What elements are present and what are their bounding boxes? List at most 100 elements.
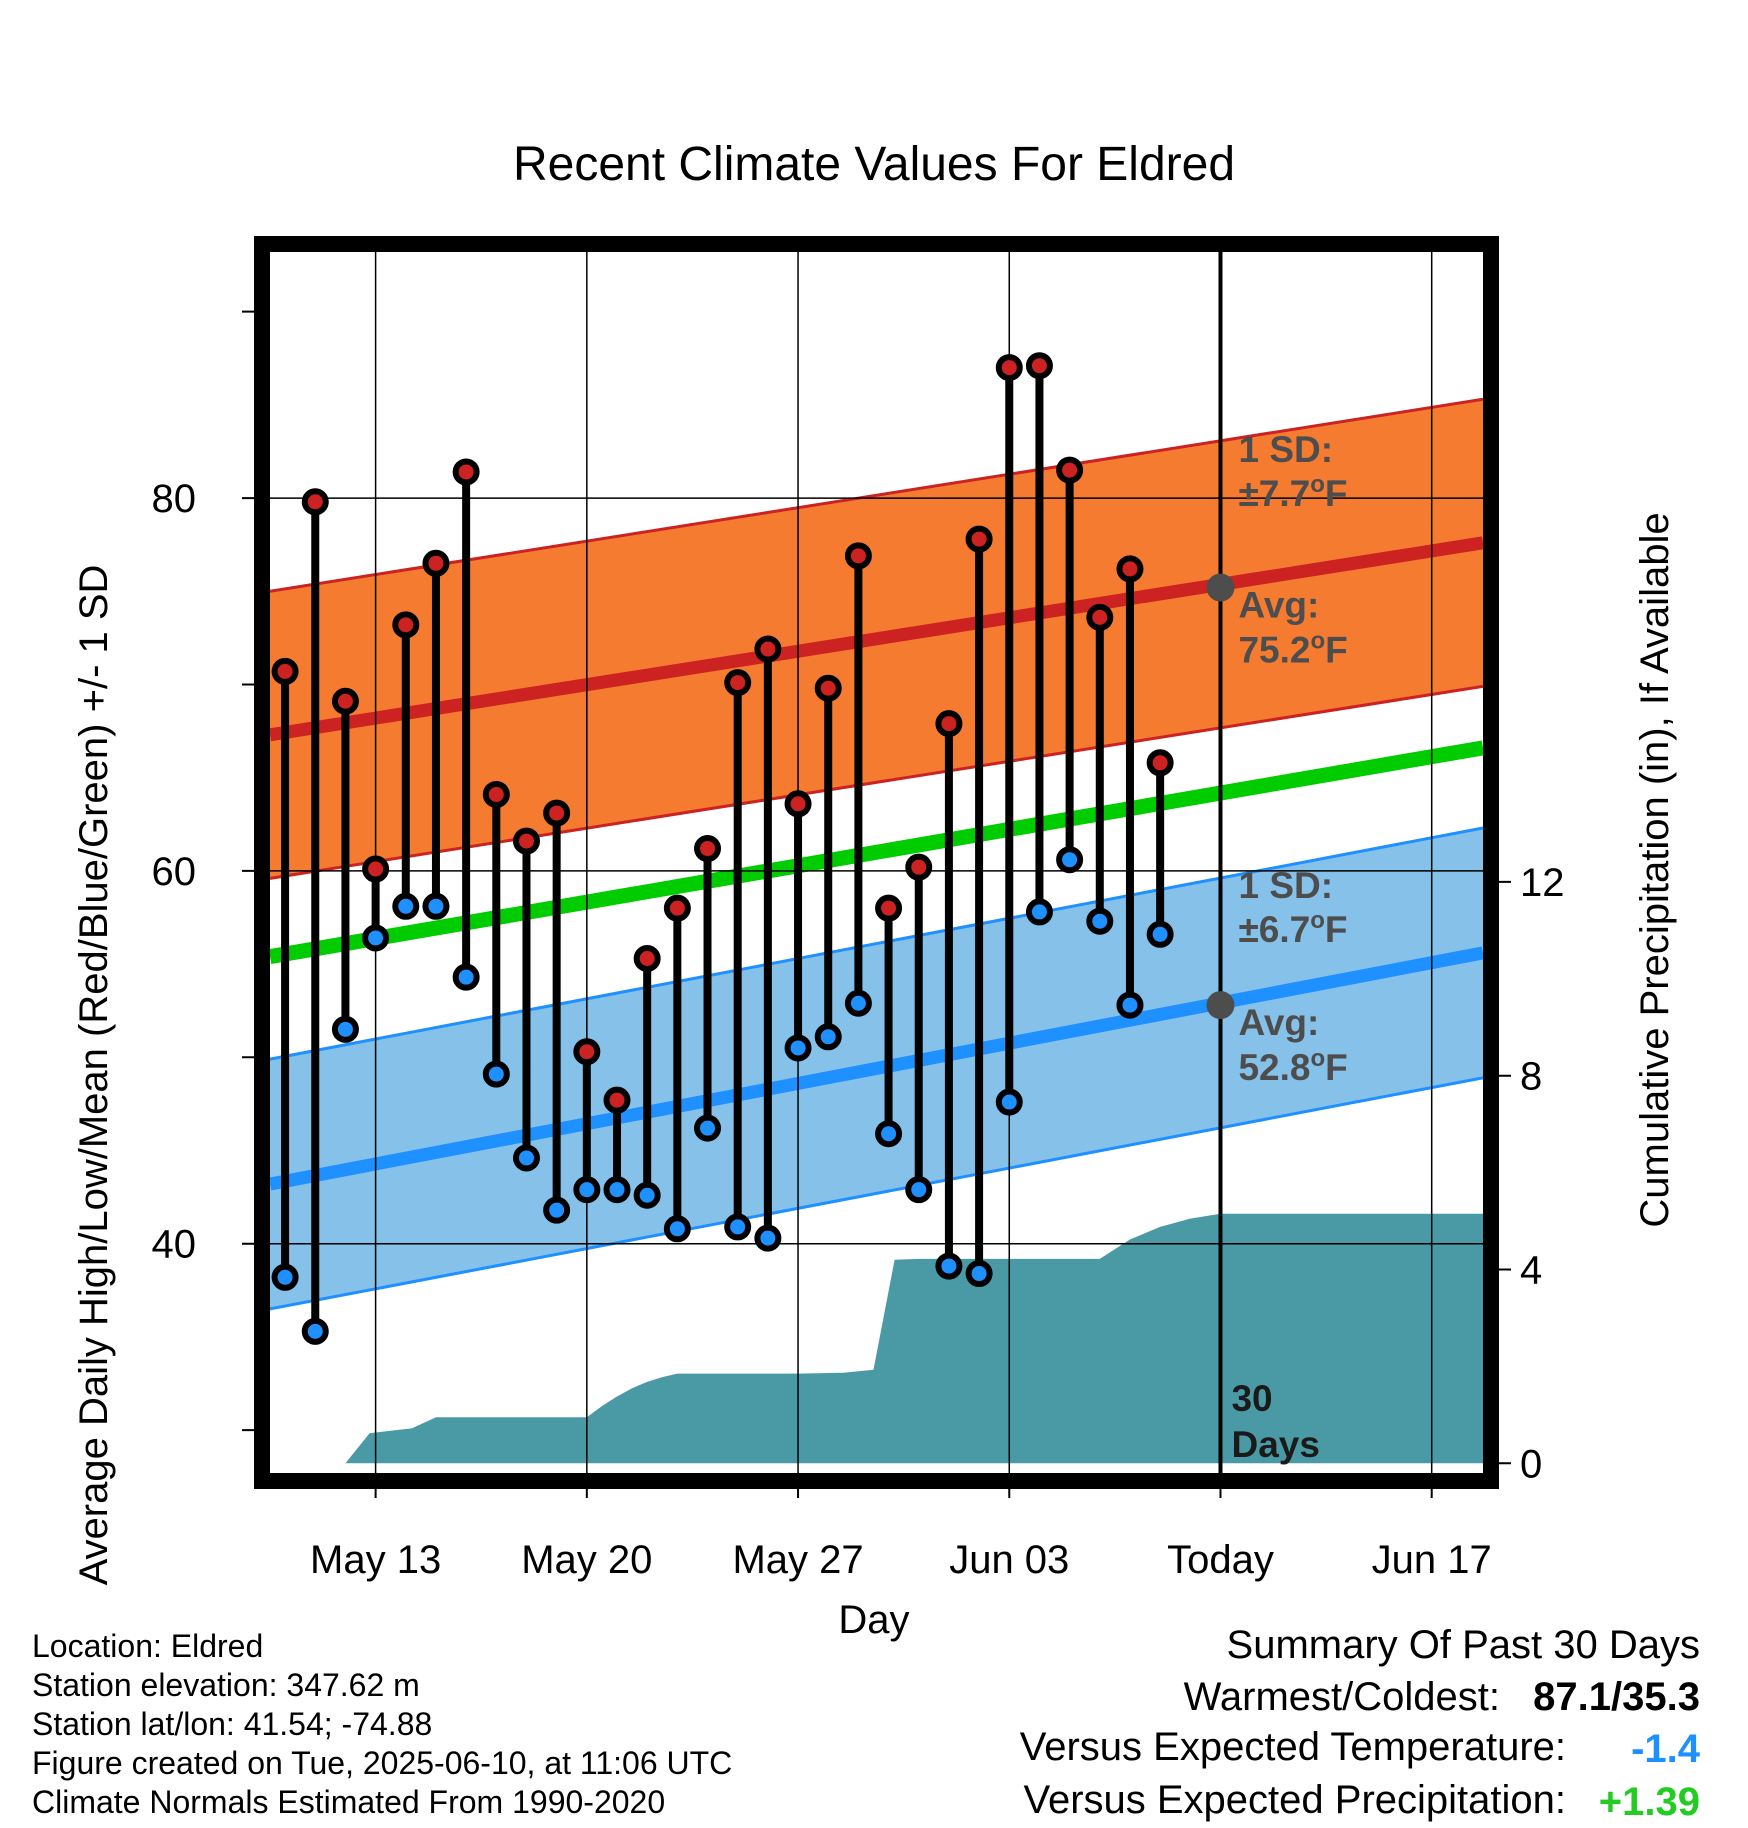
- daily-low-point: [905, 1176, 933, 1204]
- high-sd-value-part: F: [1325, 473, 1348, 514]
- plot-frame: [254, 236, 1499, 1489]
- daily-high-point: [331, 687, 359, 715]
- y-left-tick-label: 60: [152, 850, 197, 894]
- daily-low-point: [633, 1181, 661, 1209]
- low-sd-value-part: o: [1310, 907, 1325, 934]
- y-right-tick-label: 8: [1520, 1055, 1542, 1099]
- summary-warmest-label: Warmest/Coldest:: [1184, 1675, 1500, 1719]
- daily-high-point: [512, 827, 540, 855]
- daily-high-point: [1146, 749, 1174, 777]
- y-right-tick-label: 0: [1520, 1442, 1542, 1486]
- daily-low-point: [1025, 898, 1053, 926]
- low-sd-value-part: ±6.7: [1238, 909, 1310, 950]
- high-sd-value-part: ±7.7: [1238, 473, 1310, 514]
- daily-high-point: [422, 549, 450, 577]
- daily-low-point: [875, 1120, 903, 1148]
- daily-low-point: [392, 892, 420, 920]
- daily-low-point: [362, 924, 390, 952]
- daily-low-point: [301, 1317, 329, 1345]
- low-avg-label: Avg:: [1238, 1002, 1319, 1043]
- summary-temp-value: -1.4: [1631, 1727, 1701, 1771]
- daily-low-point: [694, 1114, 722, 1142]
- daily-low-point: [754, 1224, 782, 1252]
- daily-high-point: [1086, 603, 1114, 631]
- high-band-lower-edge: [270, 684, 1483, 880]
- high-avg-value-part: o: [1311, 628, 1326, 655]
- daily-high-point: [995, 354, 1023, 382]
- precip-area: [345, 1213, 1483, 1464]
- daily-high-point: [271, 657, 299, 685]
- x-tick-label: May 20: [521, 1538, 652, 1582]
- daily-high-point: [362, 855, 390, 883]
- daily-high-point: [603, 1086, 631, 1114]
- summary-precip-value: +1.39: [1599, 1780, 1700, 1824]
- normal-low-line: [270, 946, 1483, 1191]
- x-tick-label: Jun 03: [949, 1538, 1069, 1582]
- high-sd-value: ±7.7oF: [1238, 471, 1347, 514]
- chart-title: Recent Climate Values For Eldred: [513, 138, 1235, 191]
- daily-low-point: [603, 1176, 631, 1204]
- low-sd-value: ±6.7oF: [1238, 907, 1347, 950]
- footer-created: Figure created on Tue, 2025-06-10, at 11…: [32, 1745, 732, 1781]
- daily-high-point: [724, 669, 752, 697]
- x-tick-label: May 13: [310, 1538, 441, 1582]
- daily-high-point: [301, 488, 329, 516]
- high-band-upper-edge: [270, 397, 1483, 593]
- y-right-tick-label: 4: [1520, 1249, 1542, 1293]
- y-left-tick-label: 80: [152, 477, 197, 521]
- daily-low-point: [512, 1144, 540, 1172]
- footer-info: Location: Eldred Station elevation: 347.…: [32, 1628, 732, 1820]
- low-band-upper-edge: [270, 826, 1483, 1061]
- daily-high-point: [965, 525, 993, 553]
- summary-title: Summary Of Past 30 Days: [1227, 1623, 1700, 1667]
- low-avg-value-part: o: [1311, 1045, 1326, 1072]
- daily-high-point: [875, 894, 903, 922]
- today-low-avg-marker: [1206, 991, 1235, 1020]
- daily-high-point: [543, 799, 571, 827]
- footer-elevation: Station elevation: 347.62 m: [32, 1667, 420, 1703]
- daily-low-point: [995, 1088, 1023, 1116]
- daily-high-point: [814, 674, 842, 702]
- daily-high-point: [905, 853, 933, 881]
- daily-high-point: [1056, 456, 1084, 484]
- x-axis-label: Day: [838, 1598, 909, 1642]
- footer-normals: Climate Normals Estimated From 1990-2020: [32, 1784, 665, 1820]
- daily-high-point: [573, 1038, 601, 1066]
- daily-low-point: [935, 1252, 963, 1280]
- daily-high-point: [663, 894, 691, 922]
- high-avg-value-part: F: [1325, 630, 1348, 671]
- today-high-avg-marker: [1206, 573, 1235, 602]
- x-tick-label: May 27: [732, 1538, 863, 1582]
- daily-low-point: [844, 989, 872, 1017]
- low-avg-value-part: 52.8: [1238, 1047, 1310, 1088]
- daily-low-point: [663, 1215, 691, 1243]
- days-word-label: Days: [1231, 1424, 1319, 1465]
- summary-panel: Summary Of Past 30 Days Warmest/Coldest:…: [1020, 1623, 1701, 1824]
- daily-low-point: [814, 1023, 842, 1051]
- low-sd-label: 1 SD:: [1238, 865, 1333, 906]
- high-avg-value: 75.2oF: [1238, 628, 1347, 671]
- high-sd-value-part: o: [1310, 471, 1325, 498]
- daily-low-point: [422, 892, 450, 920]
- daily-low-point: [543, 1196, 571, 1224]
- normal-high-line: [270, 536, 1483, 742]
- daily-high-point: [1025, 352, 1053, 380]
- daily-low-point: [573, 1176, 601, 1204]
- daily-high-point: [452, 458, 480, 486]
- y-axis-label-left: Average Daily High/Low/Mean (Red/Blue/Gr…: [72, 565, 116, 1586]
- daily-low-point: [724, 1213, 752, 1241]
- daily-low-point: [965, 1260, 993, 1288]
- daily-low-point: [1056, 846, 1084, 874]
- daily-low-point: [1146, 920, 1174, 948]
- daily-low-point: [1086, 907, 1114, 935]
- daily-low-point: [331, 1015, 359, 1043]
- y-axis-label-right: Cumulative Precipitation (in), If Availa…: [1633, 512, 1677, 1227]
- daily-high-point: [392, 611, 420, 639]
- daily-high-point: [633, 945, 661, 973]
- daily-low-point: [784, 1034, 812, 1062]
- footer-location: Location: Eldred: [32, 1628, 263, 1664]
- x-tick-label: Jun 17: [1372, 1538, 1492, 1582]
